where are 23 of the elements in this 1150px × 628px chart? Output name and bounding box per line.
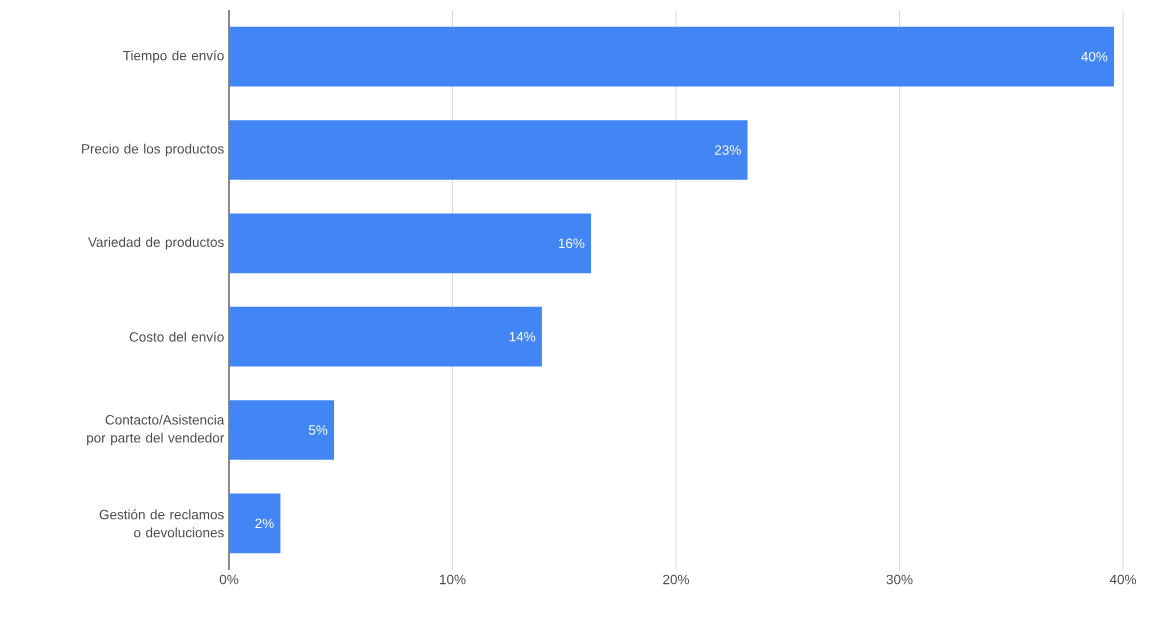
x-tick-label: 20%	[663, 574, 690, 585]
data-label: 5%	[308, 425, 328, 435]
y-tick-label: Contacto/Asistencia por parte del vendedor	[87, 414, 225, 446]
x-tick-label: 0%	[219, 574, 239, 585]
data-label: 40%	[1081, 51, 1108, 62]
data-label: 16%	[558, 238, 585, 249]
data-label: 23%	[714, 145, 741, 155]
x-tick-label: 40%	[1109, 574, 1137, 585]
data-label: 2%	[255, 518, 274, 529]
y-tick-label: Costo del envío	[129, 331, 224, 342]
y-tick-label: Variedad de productos	[88, 237, 224, 250]
bar	[229, 213, 592, 274]
y-tick-label: Tiempo de envío	[123, 50, 224, 64]
bar	[229, 493, 281, 554]
bar	[229, 26, 1115, 87]
x-tick-label: 10%	[440, 574, 466, 585]
y-tick-label: Precio de los productos	[82, 143, 224, 157]
x-tick-label: 30%	[886, 574, 913, 585]
data-label: 14%	[509, 331, 536, 342]
bar	[229, 306, 542, 367]
y-tick-label: Gestión de reclamos o devoluciones	[99, 509, 224, 538]
bar	[229, 400, 335, 460]
bar	[229, 120, 748, 180]
